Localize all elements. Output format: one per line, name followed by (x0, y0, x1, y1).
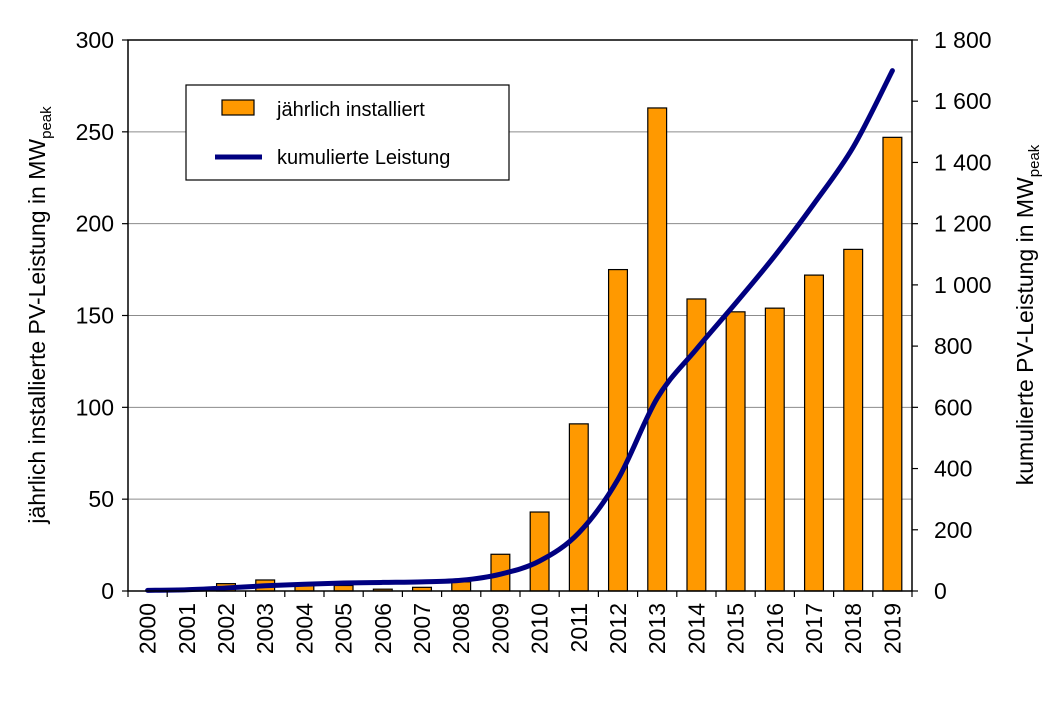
bar-2017 (803, 274, 825, 592)
right-tick-label: 200 (934, 517, 972, 543)
bar-2016 (764, 307, 785, 592)
x-tick-label: 2001 (174, 603, 200, 654)
x-tick-label: 2009 (487, 603, 513, 654)
x-tick-label: 2012 (605, 603, 631, 654)
right-tick-label: 400 (934, 456, 972, 482)
x-tick-label: 2004 (291, 603, 317, 654)
right-tick-label: 1 200 (934, 211, 992, 237)
left-axis-label: jährlich installierte PV-Leistung in MWp… (24, 106, 55, 525)
x-tick-label: 2010 (527, 603, 553, 654)
x-tick-label: 2005 (331, 603, 357, 654)
x-tick-label: 2000 (135, 603, 161, 654)
cumulative-line (145, 68, 895, 593)
x-tick-label: 2011 (566, 603, 592, 652)
right-tick-label: 1 800 (934, 27, 992, 53)
legend: jährlich installiert kumulierte Leistung (185, 84, 510, 181)
bar-series (215, 107, 903, 592)
bar-2015 (725, 311, 746, 592)
x-tick-label: 2003 (252, 603, 278, 654)
left-tick-label: 200 (76, 211, 114, 237)
right-tick-label: 800 (934, 333, 972, 359)
x-tick-label: 2002 (213, 603, 239, 654)
x-tick-label: 2017 (801, 603, 827, 654)
right-tick-label: 1 000 (934, 272, 992, 298)
x-tick-label: 2007 (409, 603, 435, 654)
x-tick-label: 2006 (370, 603, 396, 654)
x-tick-label: 2019 (879, 603, 905, 654)
left-tick-label: 100 (76, 394, 114, 420)
right-tick-label: 1 400 (934, 149, 992, 175)
right-tick-label: 600 (934, 394, 972, 420)
legend-bar-label: jährlich installiert (276, 99, 425, 121)
legend-bar-swatch (221, 99, 255, 116)
left-axis-ticks: 0 50 100 150 200 250 300 (76, 27, 128, 604)
x-tick-label: 2018 (840, 603, 866, 654)
bar-2012 (607, 268, 629, 592)
bar-2019 (882, 136, 903, 592)
left-tick-label: 0 (101, 578, 114, 604)
right-axis-label: kumulierte PV-Leistung in MWpeak (1012, 144, 1043, 485)
bar-2010 (529, 511, 550, 592)
bar-2013 (647, 107, 668, 592)
x-tick-label: 2013 (644, 603, 670, 654)
left-tick-label: 300 (76, 27, 114, 53)
left-tick-label: 250 (76, 119, 114, 145)
bar-2011 (568, 423, 589, 592)
left-tick-label: 50 (88, 486, 114, 512)
x-tick-label: 2014 (683, 603, 709, 654)
x-tick-label: 2016 (762, 603, 788, 654)
right-tick-label: 0 (934, 578, 947, 604)
bar-2005 (333, 584, 354, 592)
x-axis-ticks: 2000 2001 2002 2003 2004 2005 2006 2007 2008 2009… (127, 591, 913, 654)
legend-line-label: kumulierte Leistung (277, 147, 450, 169)
left-tick-label: 150 (76, 303, 114, 329)
bar-2018 (843, 248, 864, 592)
gridlines (128, 131, 912, 500)
x-tick-label: 2008 (448, 603, 474, 654)
right-tick-label: 1 600 (934, 88, 992, 114)
right-axis-ticks: 0 200 400 600 800 1 000 1 200 1 400 1 600 1 800 (912, 27, 992, 604)
x-tick-label: 2015 (723, 603, 749, 654)
